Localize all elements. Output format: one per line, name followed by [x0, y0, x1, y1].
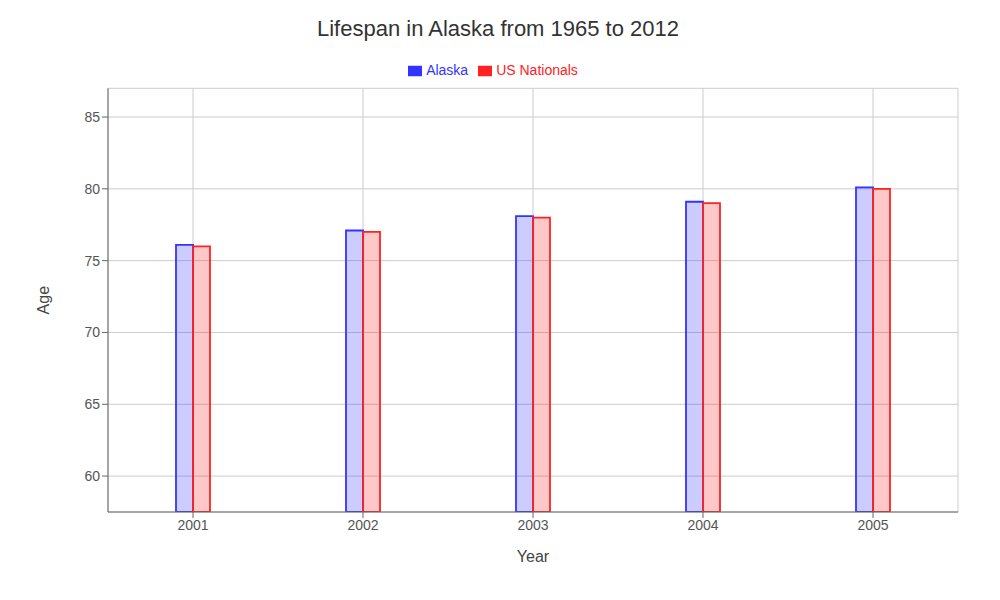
svg-text:2005: 2005: [857, 517, 888, 533]
svg-text:Age: Age: [35, 286, 52, 315]
html-text:Alaska: Alaska: [426, 62, 469, 78]
svg-text:80: 80: [84, 181, 100, 197]
svg-text:65: 65: [84, 396, 100, 412]
svg-text:2003: 2003: [517, 517, 548, 533]
svg-text:2002: 2002: [347, 517, 378, 533]
svg-text:60: 60: [84, 468, 100, 484]
svg-text:85: 85: [84, 109, 100, 125]
svg-text:2004: 2004: [687, 517, 718, 533]
html-text:Lifespan in Alaska from 1965 t: Lifespan in Alaska from 1965 to 2012: [317, 16, 679, 41]
svg-text:2001: 2001: [177, 517, 208, 533]
svg-text:75: 75: [84, 253, 100, 269]
svg-text:70: 70: [84, 324, 100, 340]
html-text:US Nationals: US Nationals: [496, 62, 578, 78]
svg-text:Year: Year: [517, 548, 550, 565]
